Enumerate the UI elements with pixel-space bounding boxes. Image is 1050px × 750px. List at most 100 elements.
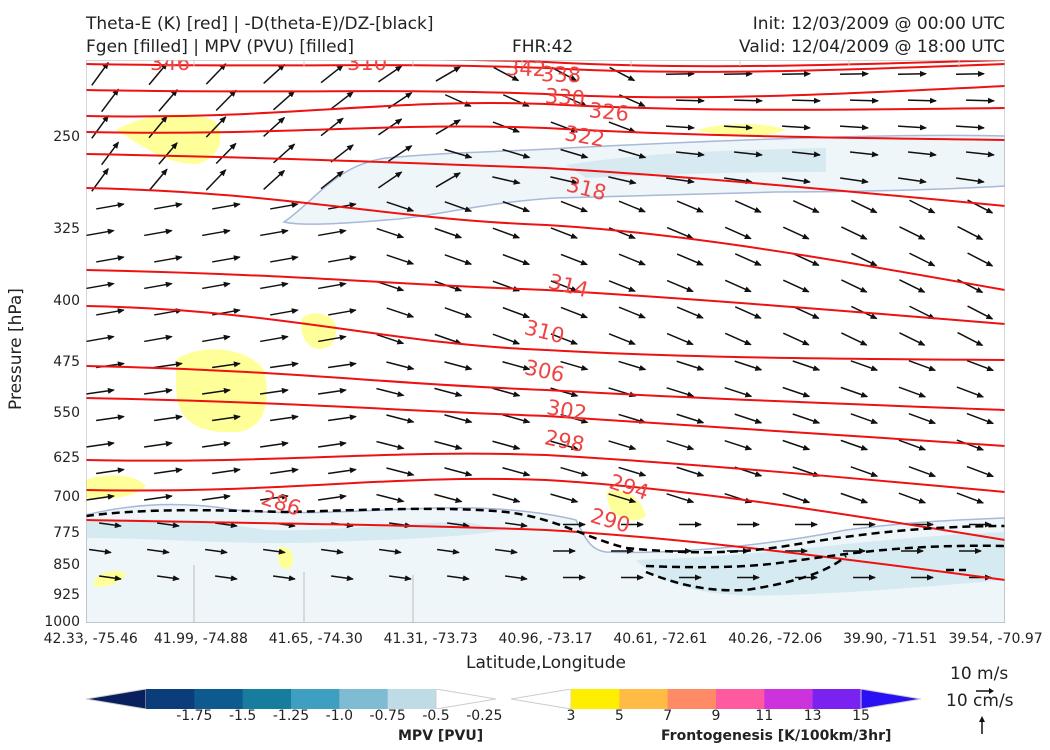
wind-vector — [492, 440, 521, 451]
wind-vector — [144, 281, 173, 290]
theta-e-label-partial: 346 — [150, 60, 190, 75]
wind-vector — [608, 440, 637, 451]
wind-vector — [676, 306, 704, 319]
wind-vector — [782, 279, 810, 293]
wind-vector — [899, 332, 926, 346]
wind-vector — [966, 465, 995, 478]
colorbar-tick-label: 15 — [852, 708, 870, 724]
y-tick-label: 625 — [53, 449, 80, 466]
wind-vector — [851, 252, 878, 267]
wind-vector — [609, 66, 636, 82]
wind-vector — [386, 201, 415, 212]
colorbar-tick-label: 7 — [663, 708, 673, 724]
wind-vector — [618, 148, 647, 159]
colorbar-segment — [242, 689, 292, 709]
wind-vector — [101, 88, 119, 113]
wind-vector — [618, 306, 646, 319]
wind-vector — [608, 280, 636, 292]
wind-vector — [675, 151, 705, 158]
wind-vector — [898, 439, 927, 451]
wind-vector — [676, 200, 704, 213]
wind-vector — [608, 333, 636, 345]
y-tick-label: 700 — [53, 489, 80, 506]
wind-vector — [907, 97, 937, 104]
wind-vector — [91, 114, 109, 139]
theta-e-contour — [86, 397, 1005, 447]
mpv-colorbar — [86, 689, 496, 709]
colorbar-segment — [667, 689, 717, 709]
colorbar-tick-label: -1.25 — [272, 708, 310, 724]
wind-vector — [202, 334, 231, 343]
wind-vector — [840, 492, 869, 504]
wind-vector — [99, 522, 122, 529]
wind-vector — [202, 493, 231, 501]
wind-vector — [792, 305, 820, 320]
wind-vector — [550, 227, 578, 239]
wind-vector — [792, 199, 820, 214]
wind-vector — [560, 200, 588, 213]
wind-vector — [144, 387, 173, 395]
colorbar-extend-right — [435, 689, 496, 709]
wind-vector — [444, 361, 473, 371]
wind-vector — [782, 332, 810, 346]
fgen-fill-8 — [94, 570, 126, 587]
wind-vector — [957, 331, 984, 347]
wind-vector — [215, 142, 237, 165]
x-tick-label: 40.96, -73.17 — [498, 631, 593, 647]
theta-e-contour — [86, 85, 1005, 99]
wind-vector — [444, 467, 473, 477]
wind-vector — [154, 467, 183, 475]
wind-vector — [444, 307, 473, 318]
y-tick-label: 325 — [53, 220, 80, 237]
wind-vector — [502, 413, 531, 424]
x-tick-label: 41.31, -73.73 — [383, 631, 478, 647]
wind-vector — [215, 575, 238, 582]
wind-vector — [734, 253, 762, 266]
wind-vector — [955, 124, 985, 131]
x-tick-label: 40.61, -72.61 — [613, 631, 708, 647]
wind-vector — [270, 414, 299, 422]
fgen-fill-3 — [301, 313, 337, 350]
wind-vector — [724, 439, 753, 451]
wind-vector — [330, 144, 354, 163]
wind-vector — [270, 308, 299, 316]
wind-vector — [376, 227, 405, 239]
wind-vector — [386, 467, 415, 477]
wind-vector — [734, 200, 762, 213]
wind-vector — [328, 255, 357, 263]
theta-e-contour — [86, 519, 1005, 581]
colorbar-tick-label: -1.5 — [228, 708, 257, 724]
wind-vector — [435, 172, 461, 188]
wind-vector — [676, 360, 705, 371]
wind-vector — [666, 493, 695, 504]
wind-vector — [328, 467, 357, 475]
wind-vector — [676, 253, 704, 266]
colorbar-segment — [291, 689, 340, 709]
wind-vector — [560, 94, 588, 107]
wind-vector — [850, 360, 879, 371]
wind-vectors — [86, 61, 995, 582]
wind-vector — [376, 440, 405, 450]
wind-vector — [321, 548, 344, 555]
colorbar-tick-label: -0.75 — [369, 708, 406, 724]
wind-ref-vertical-arrow — [979, 716, 985, 734]
fgen-fill-1 — [116, 114, 221, 164]
wind-vector — [215, 522, 238, 529]
theta-e-contour — [86, 101, 1005, 118]
wind-vector — [734, 413, 763, 424]
wind-vector — [618, 360, 647, 371]
wind-vector — [444, 201, 473, 212]
wind-vector — [665, 124, 695, 131]
wind-vector — [437, 548, 460, 555]
wind-vector — [840, 177, 869, 185]
wind-vector — [956, 492, 985, 504]
wind-vector — [724, 177, 753, 185]
wind-vector — [389, 575, 412, 582]
wind-vector — [492, 227, 521, 239]
wind-vector — [724, 332, 752, 346]
wind-vector — [99, 575, 122, 582]
wind-vector — [898, 386, 927, 398]
wind-vector — [965, 151, 995, 158]
wind-vector — [91, 61, 109, 86]
wind-vector — [318, 440, 347, 448]
